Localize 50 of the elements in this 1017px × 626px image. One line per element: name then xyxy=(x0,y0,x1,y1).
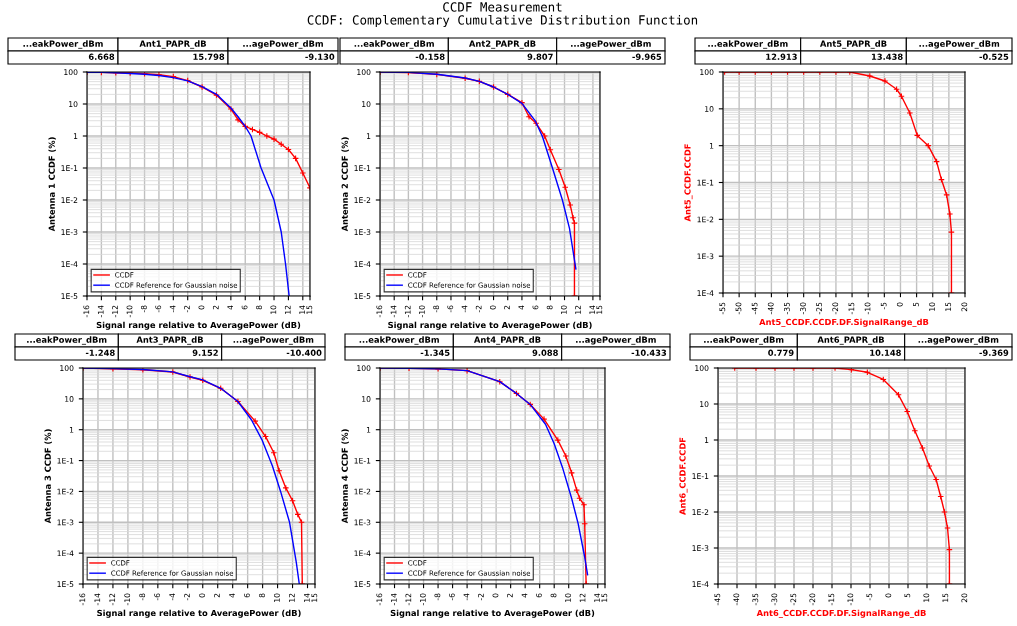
text: -1.345 xyxy=(420,349,450,356)
text: ...agePower_dBm xyxy=(576,336,656,345)
text: Ant3_PAPR_dB xyxy=(136,336,203,345)
text: ...eakPower_dBm xyxy=(23,40,103,49)
text: ...agePower_dBm xyxy=(918,336,999,345)
text: ...eakPower_dBm xyxy=(354,40,434,49)
text: 9.152 xyxy=(192,349,218,356)
text: -9.369 xyxy=(979,349,1009,356)
text: 6.668 xyxy=(88,53,115,60)
x-axis-title: Signal range relative to AveragePower (dB) xyxy=(388,321,592,330)
text: -0.525 xyxy=(979,53,1009,60)
y-axis-title: Ant5_CCDF.CCDF xyxy=(684,144,693,222)
text: Ant2_PAPR_dB xyxy=(468,40,536,49)
text: ...agePower_dBm xyxy=(919,40,1000,49)
y-axis-title: Antenna 3 CCDF (%) xyxy=(44,429,52,524)
x-axis-title: Signal range relative to AveragePower (dB) xyxy=(390,609,595,618)
text: 0.779 xyxy=(768,349,794,356)
y-axis-title: Ant6_CCDF.CCDF xyxy=(679,437,688,515)
text: -10.400 xyxy=(286,349,322,356)
text: Ant5_PAPR_dB xyxy=(819,40,887,49)
text: -10.433 xyxy=(631,349,667,356)
text: ...agePower_dBm xyxy=(233,336,314,345)
text: -9.130 xyxy=(305,53,335,60)
text: -0.158 xyxy=(415,53,445,60)
text: 13.438 xyxy=(871,53,903,60)
y-axis-title: Antenna 2 CCDF (%) xyxy=(341,137,349,232)
x-axis-title: Ant5_CCDF.CCDF.DF.SignalRange_dB xyxy=(759,318,929,327)
x-axis-title: Signal range relative to AveragePower (dB) xyxy=(96,321,301,330)
text: 15.798 xyxy=(193,53,225,60)
text: Ant4_PAPR_dB xyxy=(473,336,541,345)
y-axis-title: Antenna 4 CCDF (%) xyxy=(341,429,349,524)
text: ...agePower_dBm xyxy=(243,40,323,49)
x-axis-title: Ant6_CCDF.CCDF.DF.SignalRange_dB xyxy=(756,609,926,618)
text: ...agePower_dBm xyxy=(571,40,651,49)
y-axis-title: Antenna 1 CCDF (%) xyxy=(48,137,56,232)
text: -9.965 xyxy=(632,53,662,60)
text: -1.248 xyxy=(85,349,115,356)
text: Ant1_PAPR_dB xyxy=(139,40,206,49)
text: ...eakPower_dBm xyxy=(359,336,439,345)
text: 9.807 xyxy=(527,53,553,60)
text: 10.148 xyxy=(870,349,901,356)
text: ...eakPower_dBm xyxy=(27,336,107,345)
chart-subtitle: CCDF: Complementary Cumulative Distribution Function xyxy=(307,14,698,28)
text: 9.088 xyxy=(532,349,558,356)
text: Ant6_PAPR_dB xyxy=(817,336,884,345)
text: ...eakPower_dBm xyxy=(708,40,788,49)
chart-title: CCDF Measurement xyxy=(443,2,562,12)
x-axis-title: Signal range relative to AveragePower (dB) xyxy=(97,609,301,618)
text: ...eakPower_dBm xyxy=(704,336,784,345)
text: 12.913 xyxy=(766,53,797,60)
